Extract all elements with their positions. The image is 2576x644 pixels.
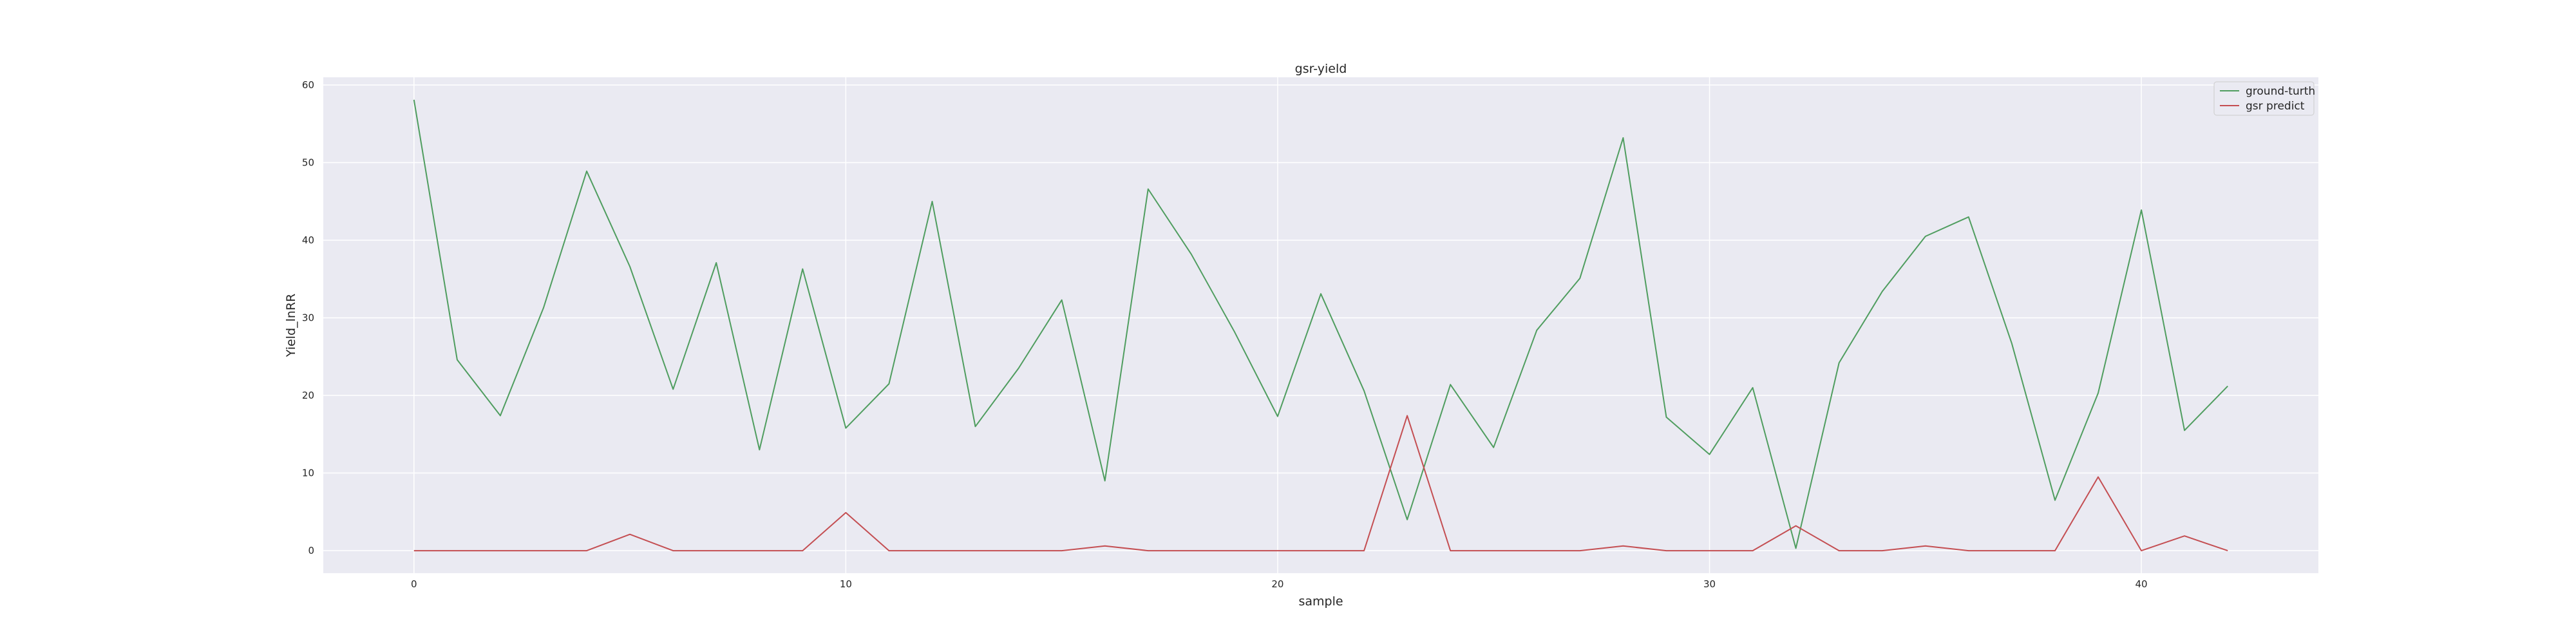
x-tick-label: 10 [840, 578, 852, 590]
y-tick-label: 30 [302, 312, 314, 324]
y-tick-label: 20 [302, 390, 314, 401]
y-axis-label: Yield_lnRR [284, 294, 298, 357]
x-tick-label: 30 [1703, 578, 1716, 590]
y-tick-label: 60 [302, 79, 314, 91]
x-axis-label: sample [1298, 594, 1343, 609]
x-tick-label: 40 [2136, 578, 2148, 590]
y-tick-label: 50 [302, 157, 314, 169]
x-tick-label: 0 [411, 578, 417, 590]
legend: ground-turth gsr predict [2213, 81, 2315, 116]
x-tick-label: 20 [1271, 578, 1283, 590]
legend-label-ground-turth: ground-turth [2246, 85, 2315, 98]
y-tick-label: 40 [302, 234, 314, 246]
y-tick-label: 0 [308, 545, 314, 556]
chart-title: gsr-yield [1295, 62, 1347, 76]
series-line-gsr-predict [413, 415, 2228, 552]
tick-labels: 0 10 20 30 40 0 10 20 30 40 50 60 [302, 79, 2148, 590]
series-line-ground-turth [413, 99, 2228, 549]
plot-area [323, 77, 2318, 573]
series-lines [413, 99, 2228, 552]
y-tick-label: 10 [302, 468, 314, 479]
legend-label-gsr-predict: gsr predict [2246, 100, 2305, 113]
